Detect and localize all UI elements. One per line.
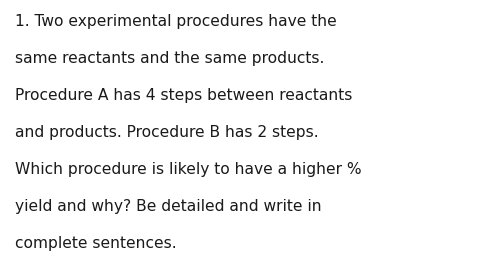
Text: complete sentences.: complete sentences. [15,236,176,251]
Text: 1. Two experimental procedures have the: 1. Two experimental procedures have the [15,14,336,29]
Text: and products. Procedure B has 2 steps.: and products. Procedure B has 2 steps. [15,125,318,140]
Text: Procedure A has 4 steps between reactants: Procedure A has 4 steps between reactant… [15,88,352,103]
Text: Which procedure is likely to have a higher %: Which procedure is likely to have a high… [15,162,361,177]
Text: same reactants and the same products.: same reactants and the same products. [15,51,324,66]
Text: yield and why? Be detailed and write in: yield and why? Be detailed and write in [15,199,321,214]
